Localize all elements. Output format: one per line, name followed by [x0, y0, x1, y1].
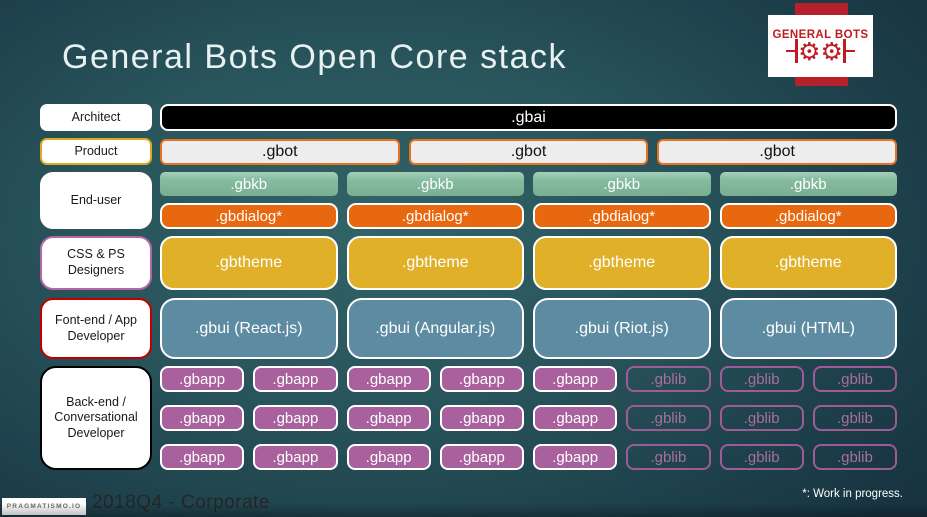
gbapp-block: .gbapp	[533, 444, 618, 470]
gblib-block: .gblib	[812, 405, 897, 431]
side-label-end-user: End-user	[40, 172, 152, 229]
row-gbai: .gbai	[160, 104, 897, 131]
footer-date-label: 2018Q4 - Corporate	[92, 492, 270, 513]
logo-gears: ⚙ ⚙	[786, 39, 855, 64]
logo-bar-right	[842, 39, 846, 63]
gbot-block: .gbot	[408, 139, 649, 165]
gbui-react-block: .gbui (React.js)	[160, 298, 338, 359]
gbot-block: .gbot	[160, 139, 400, 165]
gbapp-block: .gbapp	[439, 405, 524, 431]
gbdialog-block: .gbdialog*	[719, 203, 897, 229]
side-label-frontend-app-developer: Font-end / App Developer	[40, 298, 152, 359]
gbapp-block: .gbapp	[346, 444, 431, 470]
gbapp-block: .gbapp	[533, 366, 618, 392]
side-label-product: Product	[40, 138, 152, 165]
gbapp-block: .gbapp	[253, 405, 338, 431]
gblib-block: .gblib	[626, 444, 711, 470]
gbtheme-block: .gbtheme	[160, 236, 338, 290]
gbai-block: .gbai	[160, 104, 897, 131]
gbkb-block: .gbkb	[160, 172, 338, 196]
gbtheme-block: .gbtheme	[719, 236, 897, 290]
side-label-css-ps-designers: CSS & PS Designers	[40, 236, 152, 290]
gbdialog-block: .gbdialog*	[346, 203, 524, 229]
logo-bar-left	[795, 39, 799, 63]
gbkb-block: .gbkb	[346, 172, 524, 196]
gbapp-block: .gbapp	[439, 444, 524, 470]
row-apps-1: .gbapp .gbapp .gbapp .gbapp .gbapp .gbli…	[160, 366, 897, 392]
gbdialog-block: .gbdialog*	[533, 203, 711, 229]
pragmatismo-brand-chip: PRAGMATISMO.IO	[2, 498, 86, 515]
row-gbtheme: .gbtheme .gbtheme .gbtheme .gbtheme	[160, 236, 897, 290]
gbkb-block: .gbkb	[719, 172, 897, 196]
gbapp-block: .gbapp	[160, 366, 245, 392]
gbui-riot-block: .gbui (Riot.js)	[533, 298, 711, 359]
gbtheme-block: .gbtheme	[346, 236, 524, 290]
gbtheme-block: .gbtheme	[533, 236, 711, 290]
gbapp-block: .gbapp	[533, 405, 618, 431]
row-gbot: .gbot .gbot .gbot	[160, 139, 898, 165]
page-title: General Bots Open Core stack	[62, 38, 568, 76]
gbkb-block: .gbkb	[533, 172, 711, 196]
side-label-architect: Architect	[40, 104, 152, 131]
gbapp-block: .gbapp	[253, 366, 338, 392]
gbui-angular-block: .gbui (Angular.js)	[346, 298, 524, 359]
logo-line-left	[786, 50, 796, 52]
gear-icon: ⚙	[798, 36, 821, 66]
gbui-html-block: .gbui (HTML)	[719, 298, 897, 359]
gblib-block: .gblib	[812, 444, 897, 470]
gbapp-block: .gbapp	[160, 444, 245, 470]
gblib-block: .gblib	[812, 366, 897, 392]
gblib-block: .gblib	[719, 405, 804, 431]
gear-icon: ⚙	[820, 36, 843, 66]
row-gbui: .gbui (React.js) .gbui (Angular.js) .gbu…	[160, 298, 897, 359]
row-apps-3: .gbapp .gbapp .gbapp .gbapp .gbapp .gbli…	[160, 444, 897, 470]
gbapp-block: .gbapp	[253, 444, 338, 470]
gblib-block: .gblib	[719, 444, 804, 470]
gblib-block: .gblib	[626, 405, 711, 431]
gbot-block: .gbot	[657, 139, 898, 165]
work-in-progress-note: *: Work in progress.	[802, 488, 903, 500]
gbapp-block: .gbapp	[439, 366, 524, 392]
general-bots-logo: GENERAL BOTS ⚙ ⚙	[768, 15, 873, 77]
row-apps-2: .gbapp .gbapp .gbapp .gbapp .gbapp .gbli…	[160, 405, 897, 431]
gblib-block: .gblib	[719, 366, 804, 392]
row-gbdialog: .gbdialog* .gbdialog* .gbdialog* .gbdial…	[160, 203, 897, 229]
logo-brand-text: GENERAL BOTS	[772, 28, 869, 41]
gblib-block: .gblib	[626, 366, 711, 392]
gbapp-block: .gbapp	[346, 366, 431, 392]
gbdialog-block: .gbdialog*	[160, 203, 338, 229]
logo-line-right	[845, 50, 855, 52]
side-label-backend-conversational-developer: Back-end / Conversational Developer	[40, 366, 152, 470]
gbapp-block: .gbapp	[346, 405, 431, 431]
row-gbkb: .gbkb .gbkb .gbkb .gbkb	[160, 172, 897, 196]
gbapp-block: .gbapp	[160, 405, 245, 431]
